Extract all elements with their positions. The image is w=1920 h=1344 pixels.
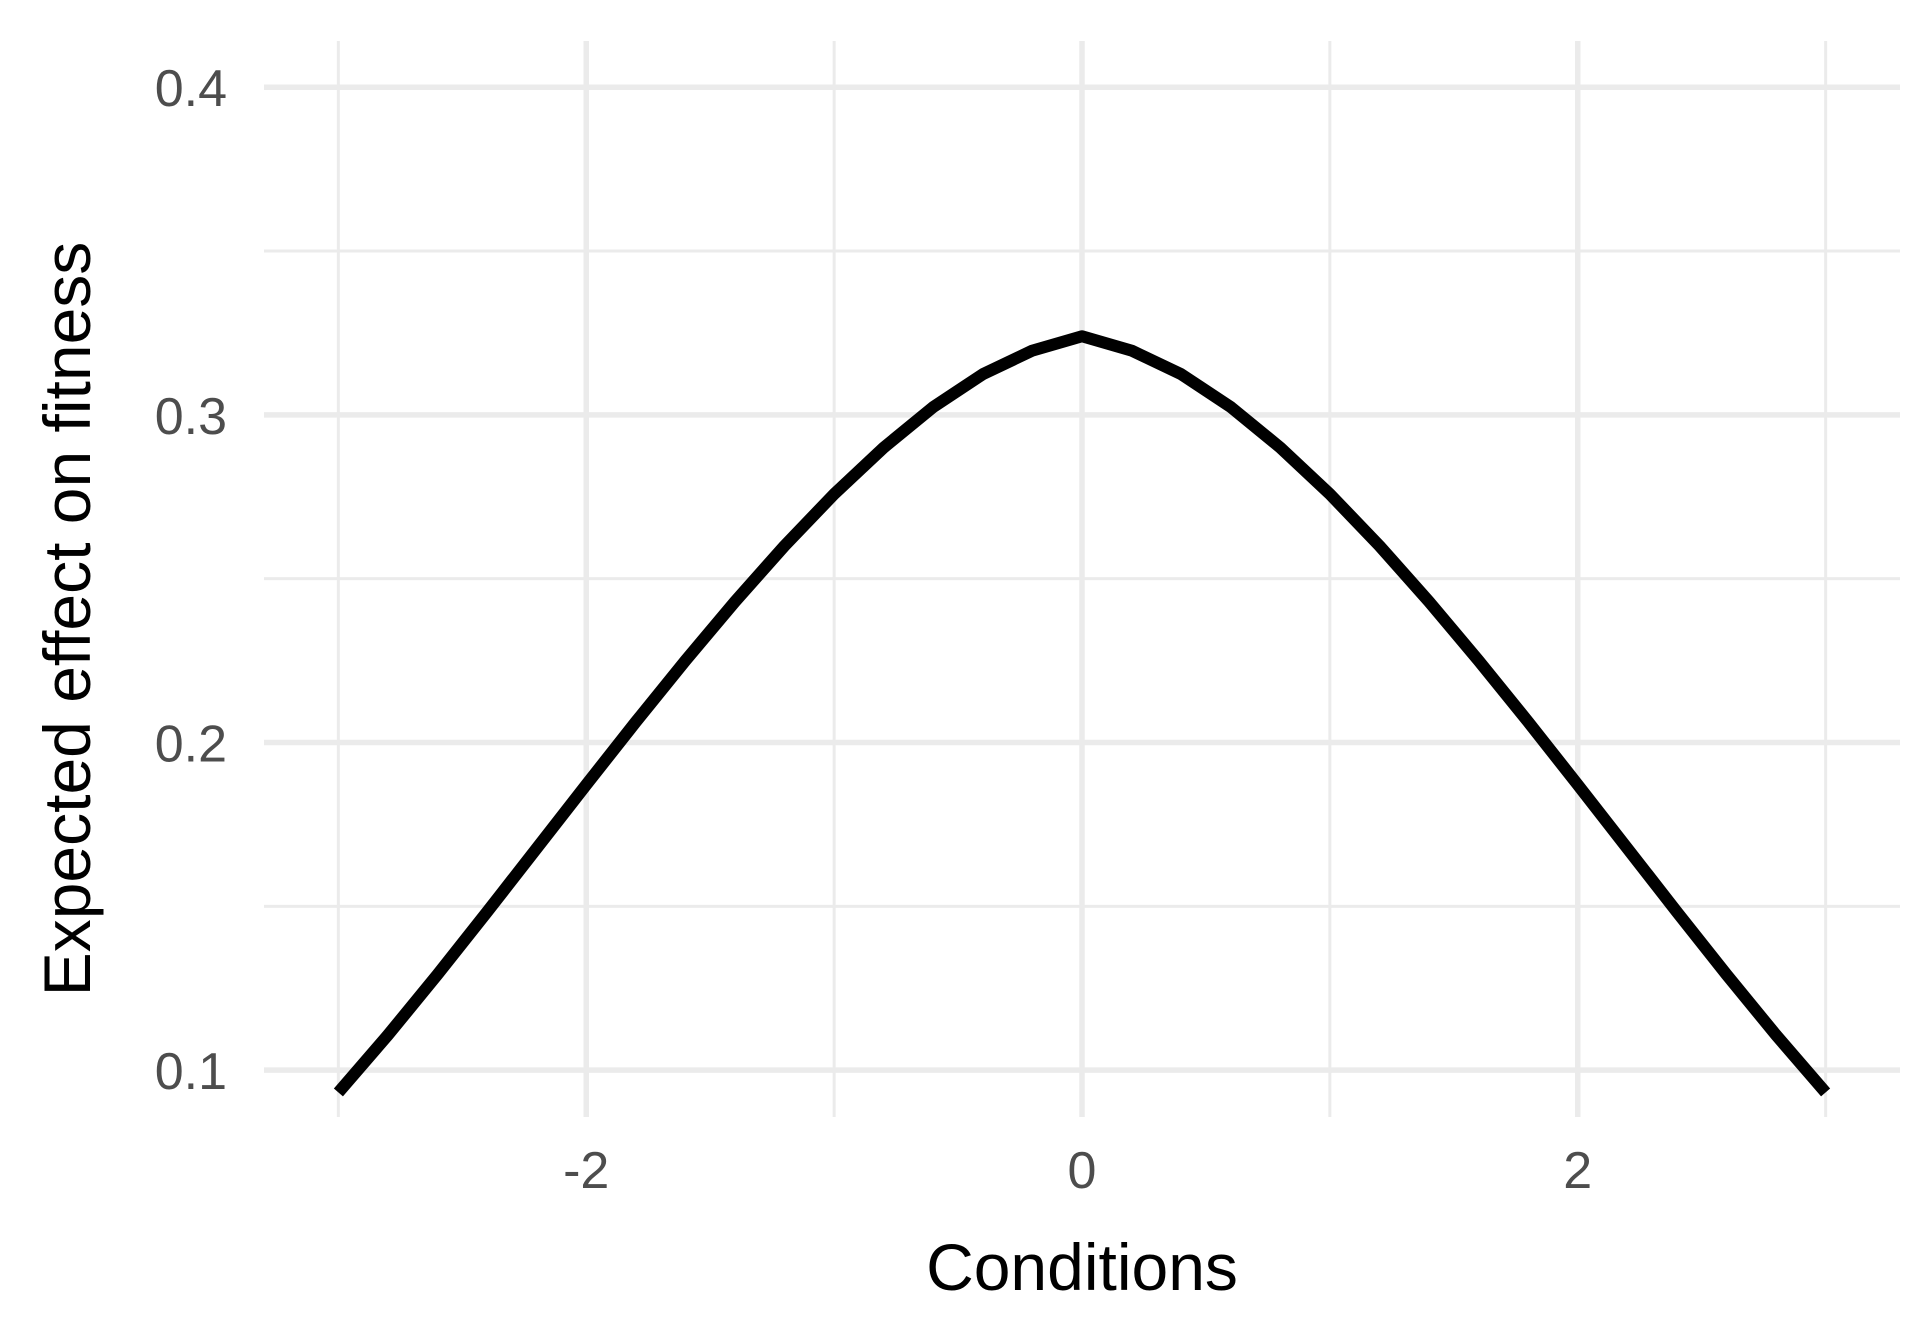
y-tick-label: 0.1 bbox=[155, 1043, 227, 1101]
y-axis-title: Expected effect on fitness bbox=[30, 242, 104, 997]
x-tick-label: -2 bbox=[563, 1142, 609, 1200]
major-gridlines bbox=[264, 41, 1900, 1117]
x-axis-title: Conditions bbox=[926, 1230, 1238, 1304]
x-tick-label: 0 bbox=[1068, 1142, 1097, 1200]
series-layer bbox=[333, 330, 1831, 1097]
x-tick-label: 2 bbox=[1563, 1142, 1592, 1200]
series-line bbox=[333, 330, 1831, 1097]
y-axis-ticks: 0.1 0.2 0.3 0.4 bbox=[155, 60, 227, 1101]
x-axis-ticks: -2 0 2 bbox=[563, 1142, 1592, 1200]
y-tick-label: 0.4 bbox=[155, 60, 227, 118]
y-tick-label: 0.2 bbox=[155, 715, 227, 773]
y-tick-label: 0.3 bbox=[155, 388, 227, 446]
